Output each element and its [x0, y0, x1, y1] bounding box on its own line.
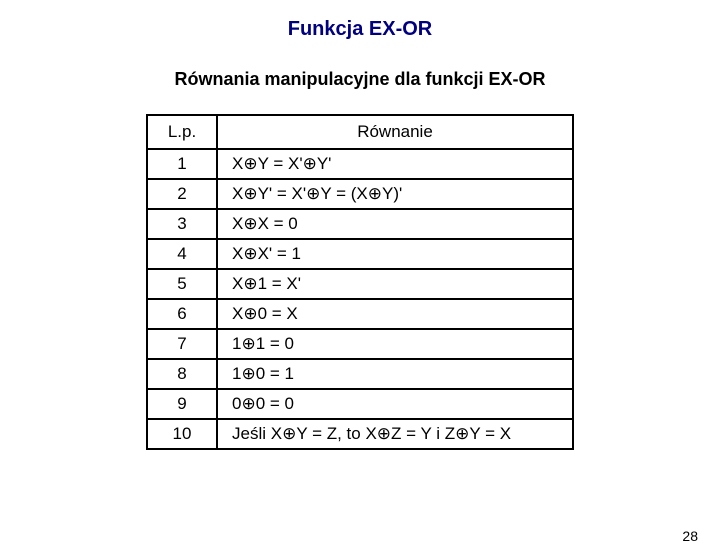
table-header-row: L.p. Równanie [147, 115, 573, 149]
cell-eq: X⊕0 = X [217, 299, 573, 329]
cell-lp: 3 [147, 209, 217, 239]
equations-table: L.p. Równanie 1 X⊕Y = X'⊕Y' 2 X⊕Y' = X'⊕… [146, 114, 574, 450]
table-row: 6 X⊕0 = X [147, 299, 573, 329]
table-row: 4 X⊕X' = 1 [147, 239, 573, 269]
page-subtitle: Równania manipulacyjne dla funkcji EX-OR [0, 69, 720, 90]
cell-lp: 5 [147, 269, 217, 299]
cell-eq: X⊕1 = X' [217, 269, 573, 299]
page-title: Funkcja EX-OR [0, 18, 720, 41]
cell-lp: 1 [147, 149, 217, 179]
table-row: 10 Jeśli X⊕Y = Z, to X⊕Z = Y i Z⊕Y = X [147, 419, 573, 449]
table-row: 5 X⊕1 = X' [147, 269, 573, 299]
table-row: 8 1⊕0 = 1 [147, 359, 573, 389]
col-header-eq: Równanie [217, 115, 573, 149]
cell-lp: 7 [147, 329, 217, 359]
cell-eq: 0⊕0 = 0 [217, 389, 573, 419]
table-container: L.p. Równanie 1 X⊕Y = X'⊕Y' 2 X⊕Y' = X'⊕… [0, 114, 720, 450]
cell-eq: X⊕X = 0 [217, 209, 573, 239]
page-number: 28 [682, 528, 698, 544]
cell-lp: 2 [147, 179, 217, 209]
table-row: 2 X⊕Y' = X'⊕Y = (X⊕Y)' [147, 179, 573, 209]
cell-eq: X⊕Y' = X'⊕Y = (X⊕Y)' [217, 179, 573, 209]
cell-lp: 4 [147, 239, 217, 269]
table-row: 3 X⊕X = 0 [147, 209, 573, 239]
cell-eq: X⊕X' = 1 [217, 239, 573, 269]
table-row: 9 0⊕0 = 0 [147, 389, 573, 419]
table-row: 7 1⊕1 = 0 [147, 329, 573, 359]
table-body: 1 X⊕Y = X'⊕Y' 2 X⊕Y' = X'⊕Y = (X⊕Y)' 3 X… [147, 149, 573, 449]
cell-lp: 8 [147, 359, 217, 389]
cell-eq: X⊕Y = X'⊕Y' [217, 149, 573, 179]
cell-eq: 1⊕0 = 1 [217, 359, 573, 389]
table-row: 1 X⊕Y = X'⊕Y' [147, 149, 573, 179]
cell-lp: 6 [147, 299, 217, 329]
col-header-lp: L.p. [147, 115, 217, 149]
cell-eq: 1⊕1 = 0 [217, 329, 573, 359]
cell-lp: 9 [147, 389, 217, 419]
cell-lp: 10 [147, 419, 217, 449]
cell-eq: Jeśli X⊕Y = Z, to X⊕Z = Y i Z⊕Y = X [217, 419, 573, 449]
